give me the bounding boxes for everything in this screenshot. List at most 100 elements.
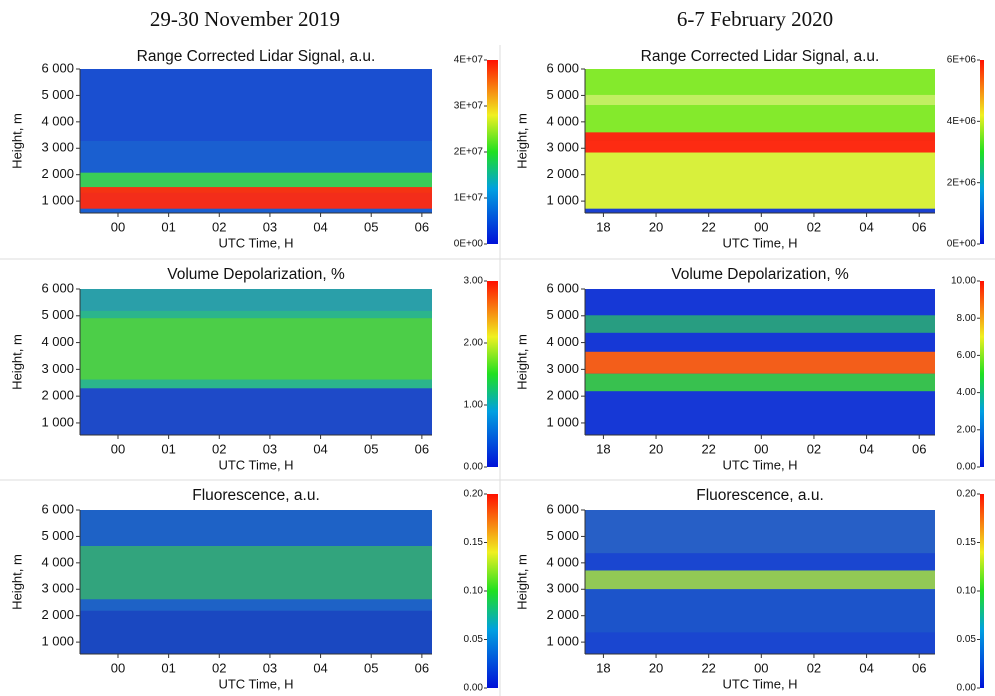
x-tick-label: 20 (649, 660, 663, 675)
y-tick-label: 2 000 (546, 166, 579, 181)
column-header: 29-30 November 2019 (150, 7, 340, 31)
y-tick-label: 3 000 (546, 140, 579, 155)
x-tick-label: 02 (807, 441, 821, 456)
y-tick-label: 6 000 (546, 501, 579, 516)
colorbar-tick-label: 0.00 (464, 683, 484, 694)
x-tick-label: 20 (649, 441, 663, 456)
x-tick-label: 06 (912, 441, 926, 456)
x-axis-label: UTC Time, H (722, 676, 797, 691)
x-tick-label: 00 (111, 219, 125, 234)
y-tick-label: 1 000 (41, 634, 74, 649)
x-axis-label: UTC Time, H (218, 676, 293, 691)
heatmap-band (585, 208, 935, 213)
colorbar-tick-label: 0.10 (957, 586, 977, 597)
x-tick-label: 02 (212, 219, 226, 234)
heatmap-band (80, 289, 432, 311)
heatmap-band (80, 610, 432, 654)
x-tick-label: 05 (364, 219, 378, 234)
colorbar-tick-label: 10.00 (951, 276, 976, 287)
colorbar-tick-label: 8.00 (957, 313, 977, 324)
y-tick-label: 1 000 (546, 414, 579, 429)
y-tick-label: 4 000 (41, 334, 74, 349)
colorbar-tick-label: 0.15 (464, 537, 484, 548)
colorbar-tick-label: 0.00 (464, 462, 484, 473)
y-tick-label: 5 000 (41, 307, 74, 322)
y-tick-label: 2 000 (41, 166, 74, 181)
y-tick-label: 2 000 (41, 607, 74, 622)
heatmap-band (585, 141, 935, 213)
x-tick-label: 04 (313, 219, 327, 234)
colorbar-tick-label: 4E+07 (454, 55, 484, 66)
y-tick-label: 4 000 (546, 334, 579, 349)
x-tick-label: 03 (263, 219, 277, 234)
x-tick-label: 04 (313, 660, 327, 675)
x-tick-label: 02 (212, 441, 226, 456)
colorbar-tick-label: 3.00 (464, 276, 484, 287)
y-tick-label: 5 000 (41, 87, 74, 102)
y-tick-label: 3 000 (546, 581, 579, 596)
y-axis-label: Height, m (9, 113, 24, 169)
heatmap-band (585, 373, 935, 392)
y-tick-label: 4 000 (41, 554, 74, 569)
y-tick-label: 5 000 (546, 87, 579, 102)
colorbar-tick-label: 6E+06 (947, 55, 977, 66)
x-tick-label: 00 (111, 660, 125, 675)
y-tick-label: 2 000 (41, 388, 74, 403)
y-tick-label: 3 000 (41, 581, 74, 596)
y-axis-label: Height, m (514, 334, 529, 390)
x-tick-label: 03 (263, 660, 277, 675)
y-tick-label: 6 000 (41, 60, 74, 75)
x-tick-label: 03 (263, 441, 277, 456)
colorbar-tick-label: 0.00 (957, 683, 977, 694)
colorbar-tick-label: 2E+07 (454, 147, 484, 158)
colorbar-tick-label: 0E+00 (947, 239, 977, 250)
colorbar (980, 494, 984, 688)
colorbar-tick-label: 0E+00 (454, 239, 484, 250)
x-tick-label: 00 (111, 441, 125, 456)
y-tick-label: 6 000 (41, 501, 74, 516)
y-tick-label: 6 000 (41, 280, 74, 295)
heatmap-band (80, 388, 432, 435)
colorbar-tick-label: 0.20 (957, 489, 977, 500)
colorbar-tick-label: 0.05 (957, 634, 977, 645)
colorbar-tick-label: 1.00 (464, 400, 484, 411)
heatmap-panel (585, 69, 935, 213)
y-tick-label: 4 000 (41, 113, 74, 128)
heatmap-panel (585, 510, 935, 654)
y-axis-label: Height, m (514, 554, 529, 610)
x-tick-label: 02 (212, 660, 226, 675)
x-tick-label: 18 (596, 219, 610, 234)
panel-title: Range Corrected Lidar Signal, a.u. (137, 48, 376, 65)
y-tick-label: 5 000 (546, 307, 579, 322)
column-header: 6-7 February 2020 (677, 7, 833, 31)
colorbar-tick-label: 4E+06 (947, 116, 977, 127)
x-tick-label: 22 (701, 660, 715, 675)
x-tick-label: 22 (701, 219, 715, 234)
colorbar (487, 60, 498, 244)
x-tick-label: 04 (859, 219, 873, 234)
colorbar-tick-label: 3E+07 (454, 101, 484, 112)
heatmap-band (80, 187, 432, 209)
y-axis-label: Height, m (9, 334, 24, 390)
heatmap-band (80, 546, 432, 600)
y-tick-label: 1 000 (41, 193, 74, 208)
y-tick-label: 6 000 (546, 60, 579, 75)
y-tick-label: 1 000 (546, 193, 579, 208)
y-tick-label: 5 000 (41, 528, 74, 543)
colorbar (980, 60, 984, 244)
y-tick-label: 6 000 (546, 280, 579, 295)
heatmap-band (585, 510, 935, 554)
colorbar-tick-label: 4.00 (957, 387, 977, 398)
heatmap-band (585, 589, 935, 633)
colorbar-tick-label: 1E+07 (454, 193, 484, 204)
x-tick-label: 00 (754, 219, 768, 234)
x-tick-label: 18 (596, 441, 610, 456)
x-tick-label: 01 (161, 660, 175, 675)
heatmap-band (585, 132, 935, 153)
colorbar-tick-label: 2.00 (957, 424, 977, 435)
x-tick-label: 04 (313, 441, 327, 456)
colorbar-tick-label: 0.15 (957, 537, 977, 548)
x-tick-label: 01 (161, 219, 175, 234)
y-tick-label: 4 000 (546, 113, 579, 128)
